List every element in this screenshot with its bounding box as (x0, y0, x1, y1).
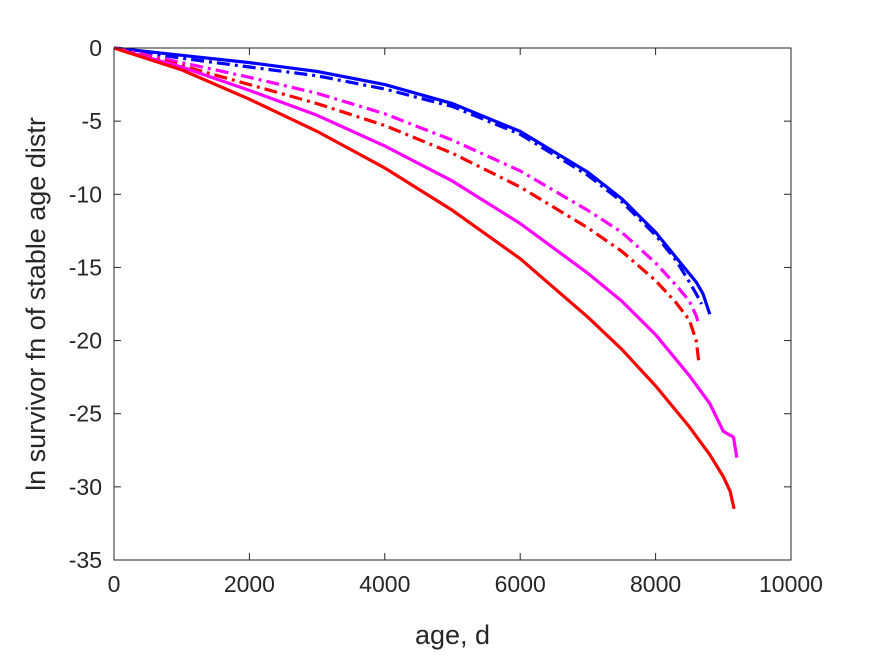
y-tick-label: -25 (69, 401, 102, 427)
series-line-5 (113, 46, 739, 458)
plot-lines (113, 46, 739, 510)
series-line-1 (113, 46, 712, 315)
y-tick-label: 0 (89, 35, 102, 61)
x-axis-label: age, d (415, 620, 490, 650)
series-line-6 (113, 46, 736, 510)
x-tick-label: 10000 (759, 571, 823, 597)
x-tick-label: 2000 (224, 571, 275, 597)
series-line-4 (113, 46, 701, 363)
y-tick-label: -10 (69, 181, 102, 207)
series-line-2 (113, 46, 704, 305)
plot-frame (113, 47, 792, 561)
x-tick-label: 6000 (495, 571, 546, 597)
x-tick-label: 8000 (630, 571, 681, 597)
y-tick-label: -5 (82, 108, 102, 134)
x-tick-label: 0 (108, 571, 121, 597)
y-tick-label: -30 (69, 474, 102, 500)
y-tick-label: -20 (69, 328, 102, 354)
y-axis: 0 -5 -10 -15 -20 -25 -30 -35 (69, 35, 791, 573)
y-axis-label: ln survivor fn of stable age distr (21, 117, 51, 491)
y-tick-label: -35 (69, 547, 102, 573)
x-tick-label: 4000 (359, 571, 410, 597)
x-axis: 0 2000 4000 6000 8000 10000 (108, 48, 823, 597)
y-tick-label: -15 (69, 254, 102, 280)
series-line-3 (113, 46, 701, 325)
